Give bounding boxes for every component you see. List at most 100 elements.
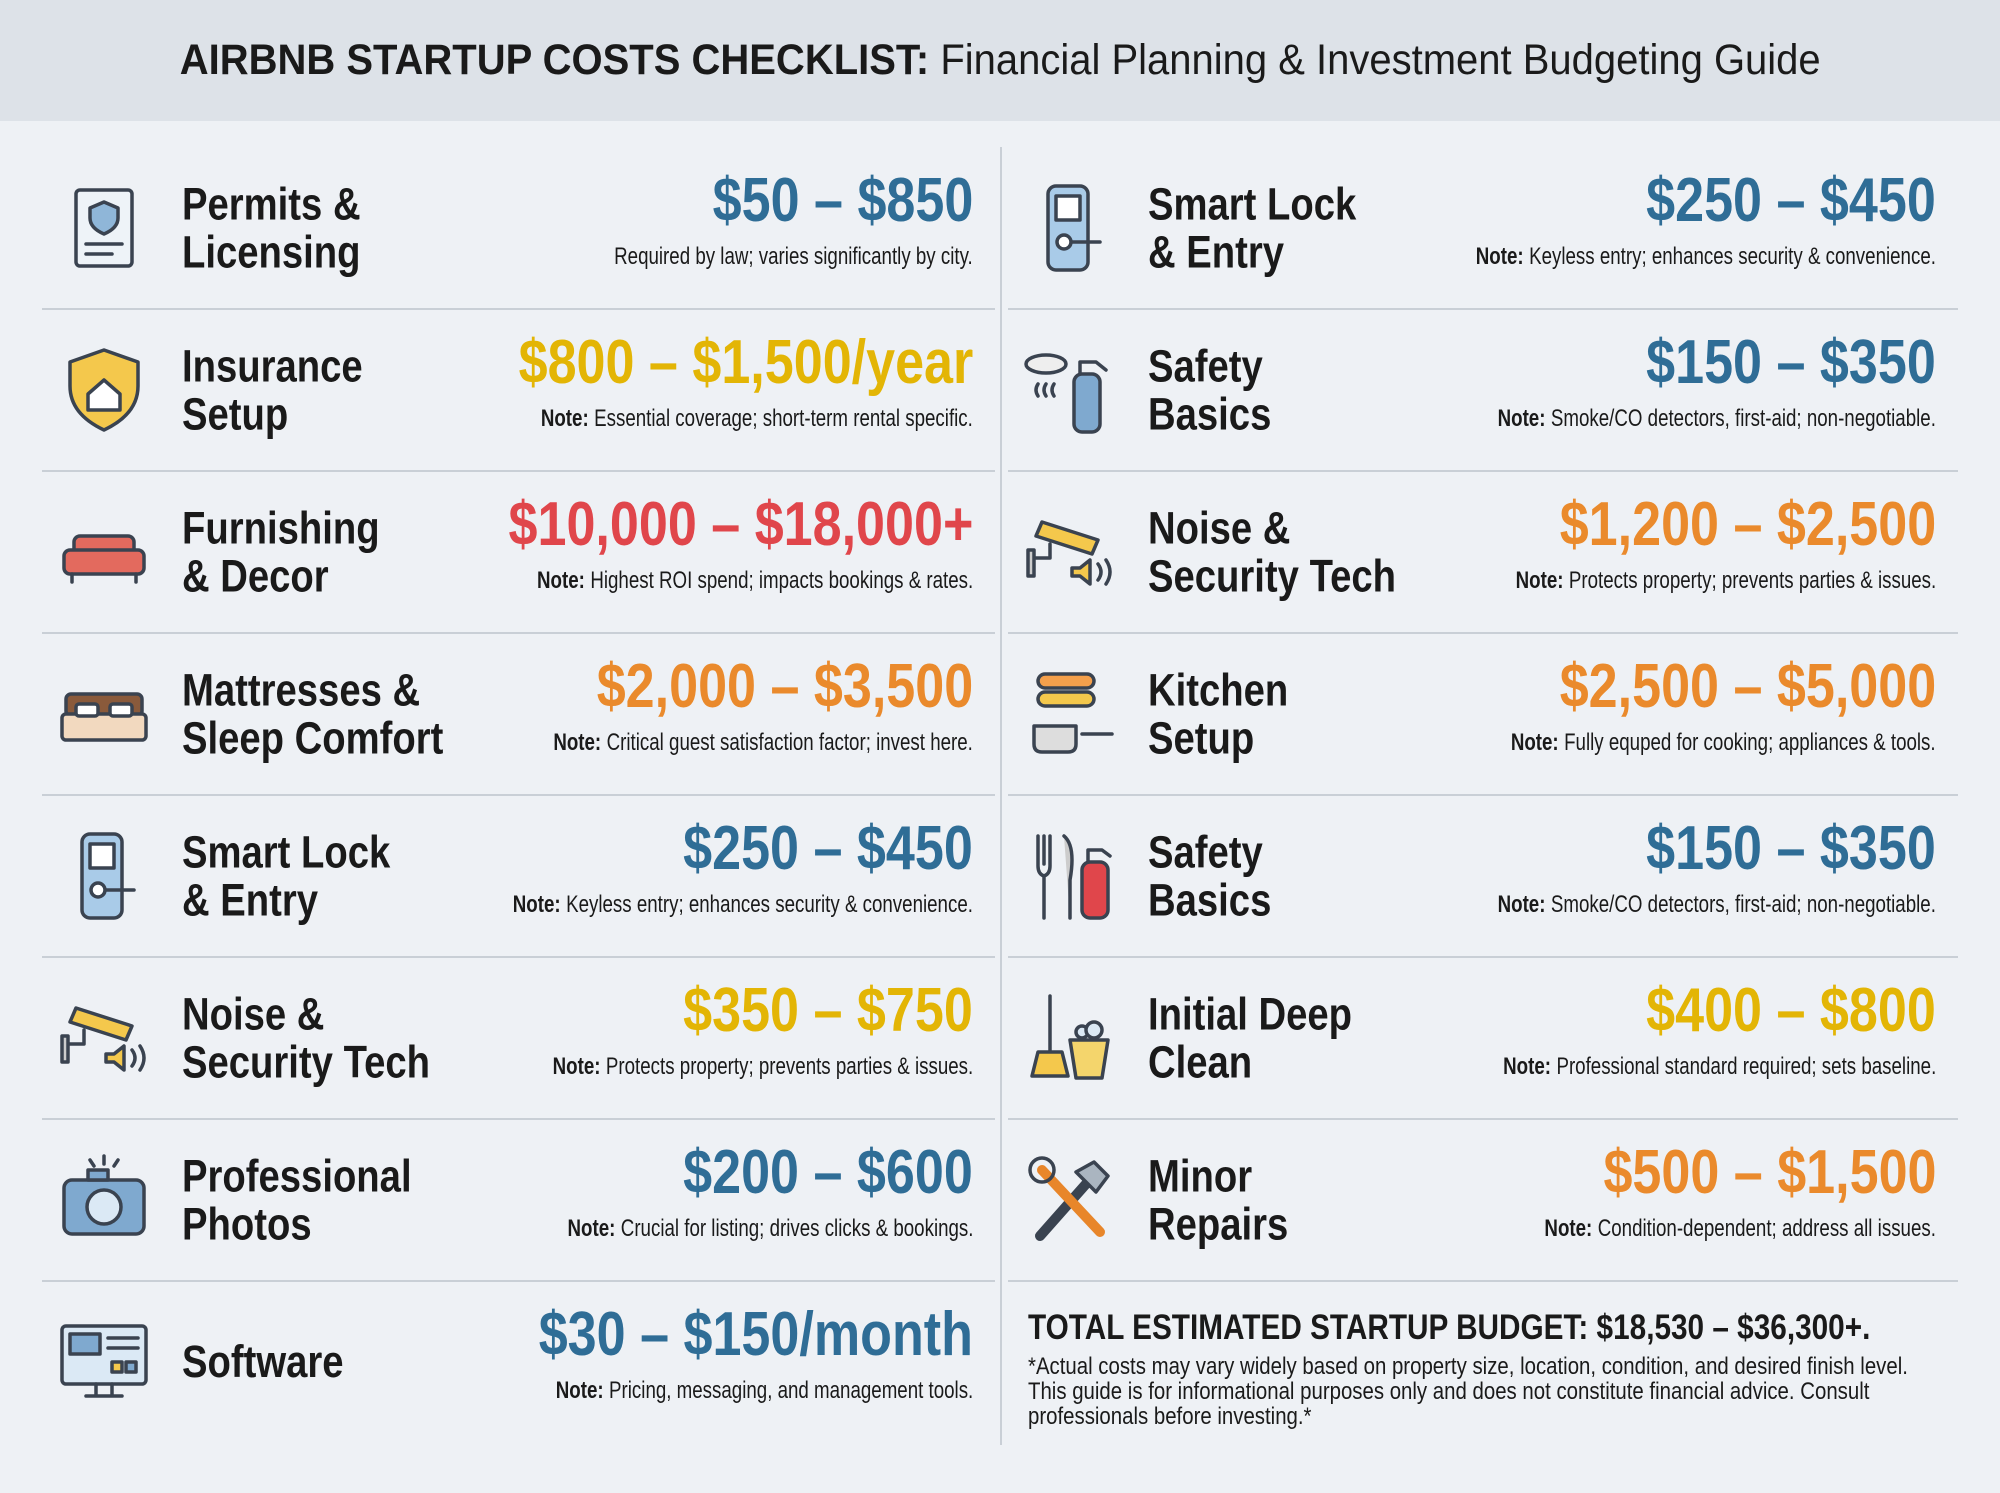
- item-name: Smart Lock & Entry: [1148, 180, 1356, 275]
- cost-row: Noise & Security Tech $1,200 – $2,500 Note:…: [1008, 471, 1958, 633]
- note-text: Protects property; prevents parties & is…: [605, 1053, 973, 1080]
- name-line: Smart Lock: [1148, 178, 1357, 230]
- name-line: Minor: [1148, 1150, 1253, 1202]
- price: $400 – $800: [1646, 976, 1936, 1045]
- note-label: Note:: [567, 1215, 615, 1242]
- icon: [62, 1154, 146, 1236]
- name-line: Professional: [182, 1150, 412, 1202]
- note: Note: Keyless entry; enhances security & …: [513, 891, 973, 919]
- note: Note: Critical guest satisfaction factor;…: [553, 729, 973, 757]
- note: Note: Smoke/CO detectors, first-aid; non-…: [1498, 891, 1936, 919]
- note-text: Keyless entry; enhances security & conve…: [1529, 243, 1936, 270]
- note-label: Note:: [540, 405, 589, 432]
- name-line: Initial Deep: [1148, 988, 1353, 1040]
- name-line: Repairs: [1148, 1198, 1289, 1249]
- price: $50 – $850: [712, 166, 973, 235]
- name-line: Smart Lock: [182, 826, 391, 878]
- name-line: Permits &: [182, 178, 361, 230]
- cost-row: Insurance Setup $800 – $1,500/year Note: Ess…: [42, 309, 995, 471]
- item-name: Mattresses & Sleep Comfort: [182, 666, 443, 761]
- cost-row: Professional Photos $200 – $600 Note: Crucia…: [42, 1119, 995, 1281]
- separator: [1008, 632, 1958, 634]
- note-label: Note:: [1502, 1053, 1551, 1080]
- price: $350 – $750: [683, 976, 973, 1045]
- cost-row: Safety Basics $150 – $350 Note: Smoke/CO det…: [1008, 795, 1958, 957]
- item-name: Noise & Security Tech: [1148, 504, 1396, 599]
- note: Note: Smoke/CO detectors, first-aid; non-…: [1498, 405, 1936, 433]
- cost-row: Smart Lock & Entry $250 – $450 Note: Keyless…: [42, 795, 995, 957]
- name-line: Insurance: [182, 340, 363, 392]
- separator: [1008, 1118, 1958, 1120]
- name-line: & Entry: [182, 874, 319, 925]
- note-text: Pricing, messaging, and management tools…: [608, 1377, 973, 1404]
- price: $150 – $350: [1646, 328, 1936, 397]
- name-line: Licensing: [182, 226, 361, 277]
- item-name: Initial Deep Clean: [1148, 990, 1352, 1085]
- separator: [1008, 794, 1958, 796]
- note-label: Note:: [1544, 1215, 1593, 1242]
- note-text: Highest ROI spend; impacts bookings & ra…: [590, 567, 973, 594]
- title-rest: Financial Planning & Investment Budgetin…: [940, 36, 1821, 84]
- note-text: Keyless entry; enhances security & conve…: [566, 891, 973, 918]
- note: Note: Highest ROI spend; impacts bookings…: [537, 567, 973, 595]
- icon: [68, 348, 140, 432]
- name-line: Software: [182, 1336, 344, 1388]
- note-label: Note:: [1511, 729, 1560, 756]
- note: Required by law; varies significantly by…: [614, 243, 973, 271]
- name-line: Safety: [1148, 826, 1263, 878]
- name-line: Basics: [1148, 388, 1272, 439]
- icon: [1024, 353, 1108, 434]
- note-label: Note:: [555, 1377, 604, 1404]
- note-label: Note:: [1497, 405, 1546, 432]
- item-name: Safety Basics: [1148, 828, 1271, 923]
- price: $2,500 – $5,000: [1559, 652, 1936, 721]
- item-name: Insurance Setup: [182, 342, 363, 437]
- title-bold: AIRBNB STARTUP COSTS CHECKLIST:: [179, 36, 929, 84]
- item-name: Permits & Licensing: [182, 180, 361, 275]
- cost-row: Minor Repairs $500 – $1,500 Note: Condition-…: [1008, 1119, 1958, 1281]
- note: Note: Professional standard required; set…: [1503, 1053, 1936, 1081]
- cost-row: Furnishing & Decor $10,000 – $18,000+ Note:…: [42, 471, 995, 633]
- note: Note: Pricing, messaging, and management …: [556, 1377, 973, 1405]
- note: Note: Fully equped for cooking; appliance…: [1511, 729, 1936, 757]
- separator: [1008, 956, 1958, 958]
- item-name: Professional Photos: [182, 1152, 412, 1247]
- name-line: Clean: [1148, 1036, 1253, 1087]
- item-name: Software: [182, 1338, 344, 1386]
- note-label: Note:: [1497, 891, 1546, 918]
- note-text: Protects property; prevents parties & is…: [1568, 567, 1936, 594]
- name-line: & Decor: [182, 550, 329, 601]
- separator: [42, 1118, 995, 1120]
- cost-row: Permits & Licensing $50 – $850 Required by …: [42, 147, 995, 309]
- name-line: Noise &: [1148, 502, 1291, 554]
- icon: [62, 534, 146, 584]
- name-line: Basics: [1148, 874, 1272, 925]
- price: $800 – $1,500/year: [518, 328, 973, 397]
- separator: [42, 470, 995, 472]
- cost-row: Noise & Security Tech $350 – $750 Note: Prot…: [42, 957, 995, 1119]
- separator: [42, 956, 995, 958]
- name-line: Furnishing: [182, 502, 380, 554]
- icon: [80, 832, 136, 920]
- icon: [1028, 1156, 1110, 1241]
- note-label: Note:: [552, 1053, 601, 1080]
- item-name: Safety Basics: [1148, 342, 1271, 437]
- note-label: Note:: [512, 891, 561, 918]
- name-line: & Entry: [1148, 226, 1285, 277]
- note: Note: Keyless entry; enhances security & …: [1476, 243, 1936, 271]
- cost-row: Software $30 – $150/month Note: Pricing, me…: [42, 1281, 995, 1443]
- price: $250 – $450: [683, 814, 973, 883]
- item-name: Kitchen Setup: [1148, 666, 1288, 761]
- price: $10,000 – $18,000+: [508, 490, 973, 559]
- icon: [74, 188, 134, 268]
- title: AIRBNB STARTUP COSTS CHECKLIST: Financia…: [180, 36, 1821, 85]
- total-block: TOTAL ESTIMATED STARTUP BUDGET: $18,530 …: [1028, 1308, 2000, 1430]
- separator: [42, 794, 995, 796]
- cost-row: Mattresses & Sleep Comfort $2,000 – $3,500…: [42, 633, 995, 795]
- icon: [60, 692, 148, 742]
- note-label: Note:: [536, 567, 585, 594]
- price: $250 – $450: [1646, 166, 1936, 235]
- note: Note: Protects property; prevents parties…: [552, 1053, 973, 1081]
- price: $1,200 – $2,500: [1559, 490, 1936, 559]
- icon: [1046, 184, 1102, 272]
